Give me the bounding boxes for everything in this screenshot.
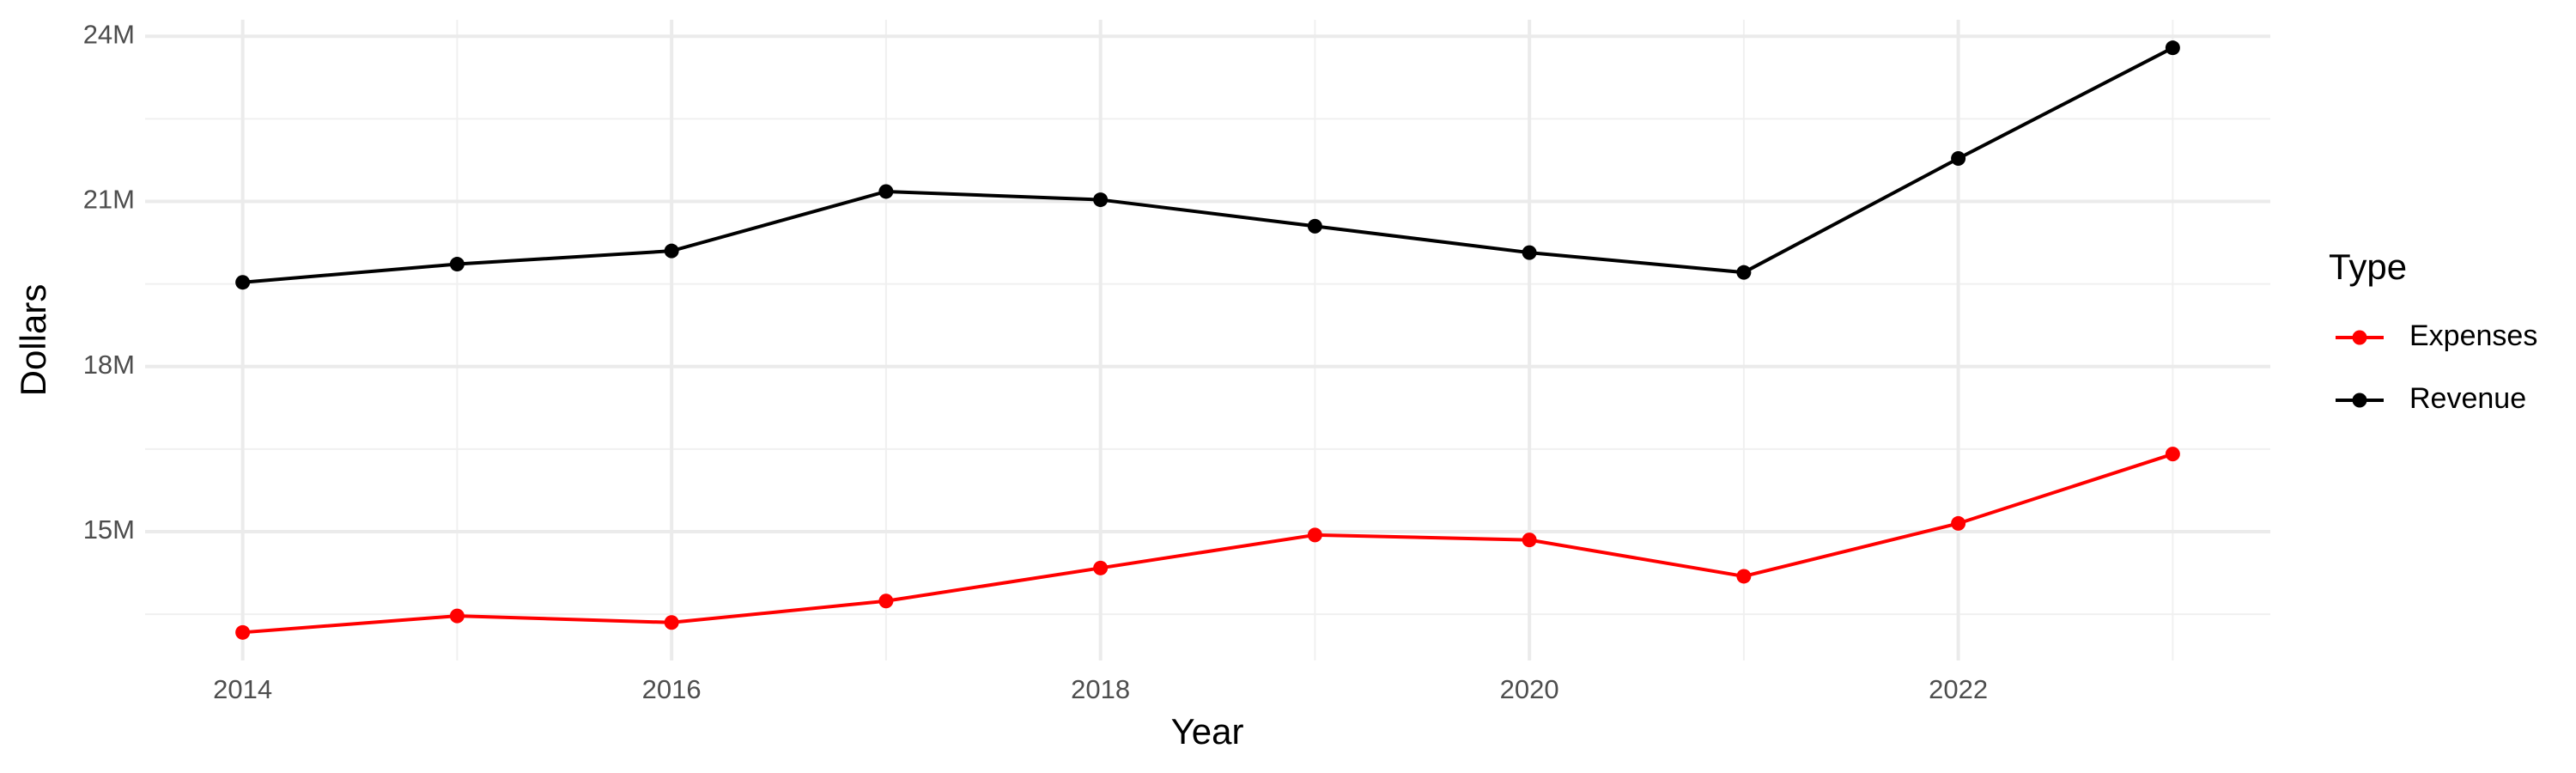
data-point xyxy=(1093,192,1109,208)
legend-title: Type xyxy=(2329,247,2407,287)
data-point xyxy=(1522,533,1537,548)
x-tick-label: 2020 xyxy=(1500,674,1559,704)
data-point xyxy=(1093,560,1109,575)
y-axis-title: Dollars xyxy=(13,284,53,397)
data-point xyxy=(1951,151,1966,167)
data-point xyxy=(235,624,251,640)
legend-label: Expenses xyxy=(2409,320,2537,352)
legend-key-point xyxy=(2352,393,2367,408)
data-point xyxy=(1522,245,1537,260)
data-point xyxy=(1307,527,1322,543)
x-tick-label: 2018 xyxy=(1071,674,1130,704)
x-tick-label: 2022 xyxy=(1929,674,1988,704)
series-line xyxy=(242,452,2173,635)
series-line xyxy=(242,46,2174,284)
data-point xyxy=(1307,218,1322,234)
data-point xyxy=(1951,515,1966,531)
data-point xyxy=(449,257,465,272)
legend-label: Revenue xyxy=(2409,382,2526,415)
data-point xyxy=(2165,447,2180,462)
data-point xyxy=(878,184,894,199)
data-point xyxy=(235,275,251,290)
grid xyxy=(145,20,2270,660)
y-tick-label: 15M xyxy=(83,514,135,545)
x-tick-label: 2014 xyxy=(213,674,272,704)
data-point xyxy=(878,593,894,609)
x-axis-title: Year xyxy=(1171,711,1244,752)
x-tick-label: 2016 xyxy=(642,674,702,704)
data-point xyxy=(2165,40,2180,56)
data-point xyxy=(1736,569,1752,584)
legend-key-point xyxy=(2352,330,2367,345)
data-point xyxy=(664,243,679,259)
y-tick-label: 21M xyxy=(83,185,135,215)
data-point xyxy=(1736,265,1752,280)
y-tick-label: 24M xyxy=(83,19,135,49)
data-point xyxy=(449,608,465,624)
data-point xyxy=(664,615,679,630)
y-tick-label: 18M xyxy=(83,350,135,380)
